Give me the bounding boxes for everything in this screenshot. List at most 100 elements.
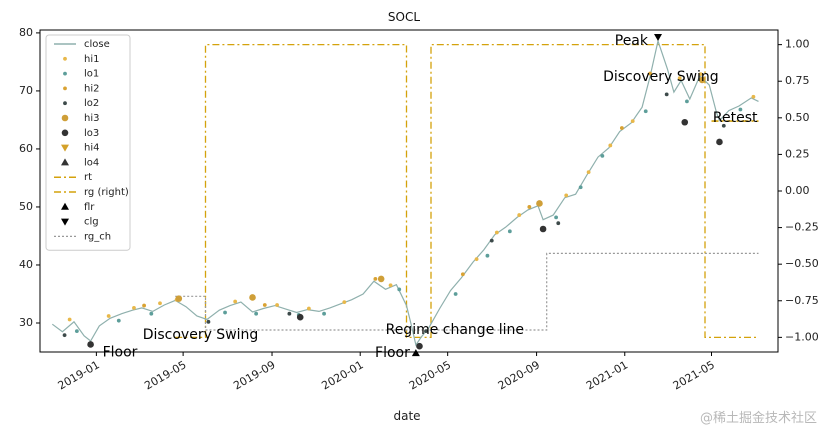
legend-label: lo3 xyxy=(84,128,99,139)
legend-label: rg (right) xyxy=(84,187,129,198)
legend-label: close xyxy=(84,39,110,50)
watermark: @稀土掘金技术社区 xyxy=(700,410,817,426)
lo1-marker xyxy=(507,229,512,234)
lo2-marker xyxy=(287,311,292,316)
lo2-marker xyxy=(556,221,561,226)
x-axis-label: date xyxy=(393,409,420,423)
annotation-label: Retest xyxy=(713,110,758,126)
lo2-marker xyxy=(206,319,211,324)
legend-swatch xyxy=(61,129,69,137)
lo1-marker xyxy=(685,99,689,104)
legend-label: lo4 xyxy=(84,157,99,168)
x-tick-label: 2019-05 xyxy=(142,358,188,392)
legend-swatch xyxy=(61,218,69,226)
y-tick-label: 40 xyxy=(19,258,33,271)
hi1-marker xyxy=(67,317,72,322)
legend-swatch xyxy=(61,114,69,122)
chart-title: SOCL xyxy=(388,10,420,24)
lo1-marker xyxy=(254,311,259,316)
lo3-marker xyxy=(416,342,423,350)
legend-swatch xyxy=(61,144,69,152)
y-tick-label: 60 xyxy=(19,142,33,155)
close-line xyxy=(51,38,759,347)
y-right-tick-label: 0.25 xyxy=(785,147,810,160)
annotation-label: Peak xyxy=(615,33,649,49)
legend-swatch xyxy=(63,71,67,76)
hi1-marker xyxy=(677,76,682,81)
lo2-marker xyxy=(721,123,726,128)
hi1-marker xyxy=(586,170,591,175)
annotation-label: Floor xyxy=(103,345,138,361)
annotation-label: Discovery Swing xyxy=(603,69,719,85)
y-tick-label: 70 xyxy=(19,84,33,97)
series-rg-ch-path xyxy=(175,252,759,331)
regime-line-right xyxy=(175,43,759,339)
lo1-marker xyxy=(643,109,648,114)
legend-swatch xyxy=(61,202,69,210)
legend-label: hi4 xyxy=(84,143,99,154)
hi1-marker xyxy=(630,119,635,123)
annotation-label: Regime change line xyxy=(386,322,524,338)
y-right-tick-label: 0.75 xyxy=(785,74,810,87)
hi1-marker xyxy=(698,72,703,76)
legend-label: lo2 xyxy=(84,98,99,109)
hi3-marker xyxy=(698,76,706,84)
hi1-marker xyxy=(564,193,569,198)
legend-label: rt xyxy=(84,172,92,183)
hi3-marker xyxy=(536,200,543,207)
hi3-marker xyxy=(249,294,256,301)
y-right-tick-label: 0.00 xyxy=(785,184,810,197)
hi2-marker xyxy=(373,276,378,281)
lo1-marker xyxy=(453,292,458,296)
hi1-marker xyxy=(474,257,479,262)
hi1-marker xyxy=(158,301,162,306)
annotation-label: Floor xyxy=(375,345,410,361)
y-right-tick-label: −0.75 xyxy=(785,294,819,307)
x-tick-label: 2021-01 xyxy=(584,358,630,392)
legend-label: lo1 xyxy=(84,69,99,80)
y-right-tick-label: 1.00 xyxy=(785,38,810,51)
y-tick-label: 50 xyxy=(19,200,33,213)
clg-marker xyxy=(654,33,663,41)
x-tick-label: 2021-05 xyxy=(671,358,717,392)
lo1-marker xyxy=(397,287,402,292)
hi1-marker xyxy=(342,300,347,305)
series-rg-right--path xyxy=(175,43,759,339)
x-tick-label: 2019-09 xyxy=(231,358,277,392)
legend-swatch xyxy=(63,101,67,106)
hi1-marker xyxy=(608,143,613,148)
legend-label: hi3 xyxy=(84,113,99,124)
hi1-marker xyxy=(494,230,499,235)
y-tick-label: 80 xyxy=(19,26,33,39)
lo1-marker xyxy=(554,215,558,220)
legend-swatch xyxy=(63,56,67,61)
lo1-marker xyxy=(322,311,326,316)
regime-change-line xyxy=(175,252,759,331)
legend-label: hi1 xyxy=(84,54,99,65)
legend-label: flr xyxy=(84,202,95,213)
lo1-marker xyxy=(578,185,583,190)
lo3-marker xyxy=(296,313,304,321)
hi2-marker xyxy=(460,272,465,277)
y-right-tick-label: −1.00 xyxy=(785,330,819,343)
lo1-marker xyxy=(738,107,743,112)
y-axis-right: −1.00 −0.75 −0.50 −0.25 0.00 0.25 0.50 0.75 1.00 xyxy=(778,38,819,343)
hi1-marker xyxy=(306,306,311,311)
lo1-marker xyxy=(149,311,154,316)
lo3-marker xyxy=(87,341,94,348)
series-close-path xyxy=(51,38,759,347)
hi1-marker xyxy=(275,303,279,307)
x-tick-label: 2020-05 xyxy=(407,358,453,392)
y-tick-label: 30 xyxy=(19,316,33,329)
x-tick-label: 2019-01 xyxy=(56,358,102,392)
lo1-marker xyxy=(116,318,121,323)
flr-marker xyxy=(411,349,420,357)
y-axis-left: 30 40 50 60 70 80 xyxy=(19,26,40,329)
hi3-marker xyxy=(377,275,385,283)
lo2-marker xyxy=(62,333,67,338)
lo2-marker xyxy=(424,329,428,334)
hi1-marker xyxy=(106,314,111,318)
hi1-marker xyxy=(388,283,393,288)
legend-label: rg_ch xyxy=(84,231,111,242)
